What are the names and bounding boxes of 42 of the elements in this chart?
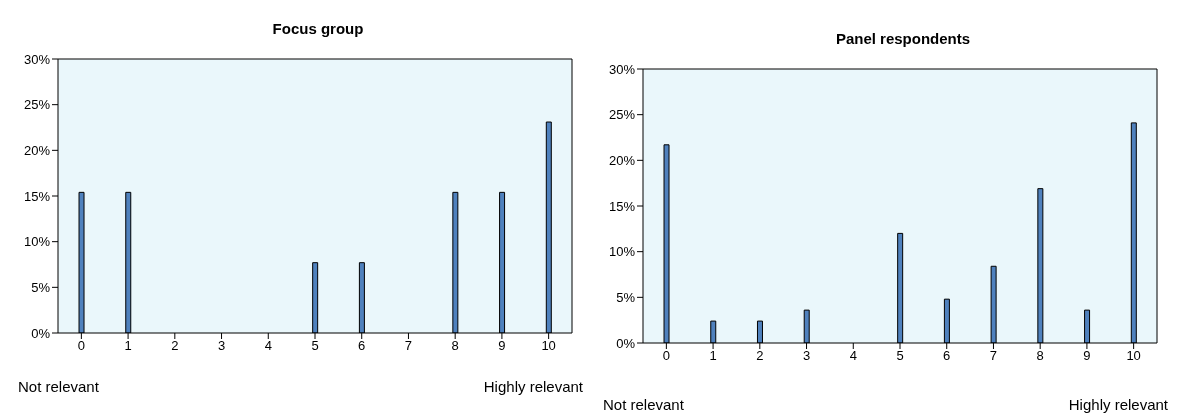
- x-tick-label: 2: [756, 348, 764, 364]
- y-tick-label: 15%: [23, 188, 51, 204]
- text: Highly relevant: [483, 378, 583, 395]
- x-tick-label: 10: [1126, 348, 1141, 364]
- y-tick-label: 5%: [31, 279, 51, 295]
- x-tick-label: 8: [1036, 348, 1044, 364]
- x-tick-label: 4: [264, 338, 272, 354]
- x-tick-label: 6: [943, 348, 951, 364]
- y-tick-label: 0%: [31, 325, 51, 341]
- chart-title: Focus group: [271, 20, 365, 37]
- x-tick-label: 7: [404, 338, 413, 354]
- text: Not relevant: [603, 396, 684, 413]
- y-tick-label: 10%: [608, 244, 636, 260]
- x-tick-label: 5: [896, 348, 904, 364]
- x-tick-label: 0: [77, 338, 85, 354]
- y-tick-label: 0%: [616, 335, 636, 351]
- x-tick-label: 0: [662, 348, 670, 364]
- y-tick-label: 20%: [23, 142, 51, 158]
- y-tick-label: 20%: [608, 152, 636, 168]
- x-tick-label: 4: [849, 348, 857, 364]
- x-tick-label: 6: [358, 338, 366, 354]
- y-tick-label: 15%: [608, 198, 636, 214]
- x-tick-label: 9: [1083, 348, 1091, 364]
- x-tick-label: 5: [311, 338, 319, 354]
- text: Not relevant: [18, 378, 99, 395]
- x-tick-label: 8: [451, 338, 459, 354]
- x-tick-label: 1: [124, 338, 132, 354]
- x-tick-label: 3: [217, 338, 226, 354]
- chart-title: Panel respondents: [834, 30, 972, 47]
- y-tick-label: 5%: [616, 289, 636, 305]
- x-tick-label: 2: [171, 338, 179, 354]
- text: Highly relevant: [1068, 396, 1168, 413]
- x-tick-label: 10: [541, 338, 556, 354]
- y-tick-label: 30%: [23, 51, 51, 67]
- y-tick-label: 25%: [608, 107, 636, 123]
- x-tick-label: 1: [709, 348, 717, 364]
- x-tick-label: 3: [802, 348, 811, 364]
- y-tick-label: 30%: [608, 61, 636, 77]
- x-tick-label: 7: [989, 348, 998, 364]
- x-tick-label: 9: [498, 338, 506, 354]
- y-tick-label: 25%: [23, 97, 51, 113]
- y-tick-label: 10%: [23, 234, 51, 250]
